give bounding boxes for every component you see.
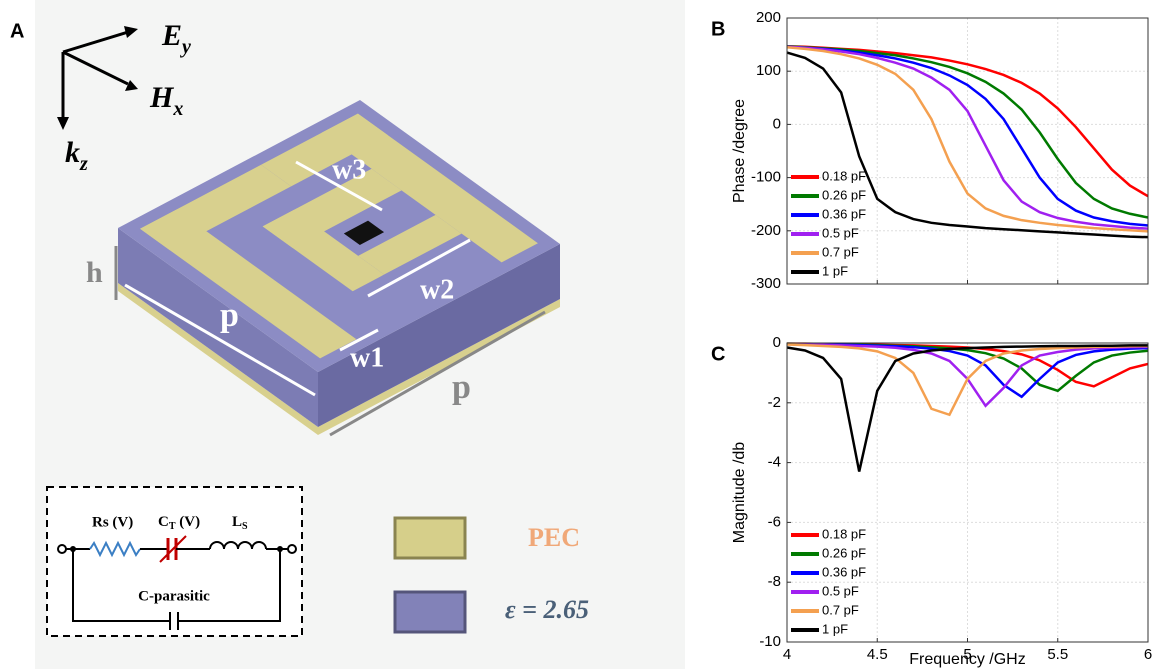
y-tick-label: 0 xyxy=(773,115,781,132)
legend-label: 1 pF xyxy=(822,621,848,636)
axis-main: E xyxy=(161,19,182,52)
dimension-label: p xyxy=(452,369,471,406)
x-tick-label: 4.5 xyxy=(867,646,888,663)
y-tick-label: 100 xyxy=(756,62,781,79)
y-tick-label: -2 xyxy=(768,394,781,411)
material-label: PEC xyxy=(528,523,580,552)
y-tick-label: 0 xyxy=(773,334,781,351)
material-label: ε = 2.65 xyxy=(505,595,589,624)
node xyxy=(70,546,76,552)
legend-label: 1 pF xyxy=(822,263,848,278)
label-main: L xyxy=(232,514,242,530)
circuit-label: C-parasitic xyxy=(138,588,210,604)
legend-label: 0.7 pF xyxy=(822,244,859,259)
legend-label: 0.5 pF xyxy=(822,225,859,240)
axis-main: H xyxy=(149,81,175,114)
dimension-label: p xyxy=(220,297,239,334)
material-swatch xyxy=(395,518,465,558)
material-swatch xyxy=(395,592,465,632)
dimension-label: h xyxy=(86,256,103,289)
y-tick-label: -4 xyxy=(768,454,781,471)
y-axis-label: Phase /degree xyxy=(731,99,748,203)
axis-sub: z xyxy=(79,153,88,175)
axis-main: k xyxy=(65,136,80,169)
label-tail: (V) xyxy=(176,514,201,530)
legend-label: 0.7 pF xyxy=(822,602,859,617)
legend-label: 0.5 pF xyxy=(822,583,859,598)
panel-label: B xyxy=(711,18,725,40)
x-tick-label: 5.5 xyxy=(1047,646,1068,663)
panel-label: C xyxy=(711,343,725,365)
y-tick-label: -8 xyxy=(768,573,781,590)
legend-label: 0.36 pF xyxy=(822,564,866,579)
figure: A Ey Hx kz w3 w2 w1 h p p xyxy=(0,0,1155,669)
y-tick-label: -6 xyxy=(768,513,781,530)
terminal xyxy=(58,545,66,553)
dimension-label: w1 xyxy=(350,342,384,373)
label-main: C xyxy=(158,514,169,530)
dimension-label: w2 xyxy=(420,274,454,305)
circuit-label: Rs (V) xyxy=(92,514,133,530)
legend-label: 0.18 pF xyxy=(822,168,866,183)
panel-label: A xyxy=(10,20,24,42)
terminal xyxy=(288,545,296,553)
y-axis-label: Magnitude /db xyxy=(731,442,748,544)
dimension-label: w3 xyxy=(332,154,366,185)
circuit-box xyxy=(47,487,302,636)
legend-label: 0.18 pF xyxy=(822,526,866,541)
y-tick-label: -300 xyxy=(751,275,781,292)
y-tick-label: -100 xyxy=(751,169,781,186)
x-tick-label: 4 xyxy=(783,646,791,663)
y-tick-label: 200 xyxy=(756,9,781,26)
y-tick-label: -200 xyxy=(751,222,781,239)
x-axis-label: Frequency /GHz xyxy=(909,651,1025,668)
label-sub: S xyxy=(242,521,248,532)
axis-sub: x xyxy=(172,98,183,120)
legend-label: 0.36 pF xyxy=(822,206,866,221)
y-tick-label: -10 xyxy=(759,633,781,650)
node xyxy=(277,546,283,552)
legend-label: 0.26 pF xyxy=(822,545,866,560)
axis-sub: y xyxy=(180,36,191,58)
x-tick-label: 6 xyxy=(1144,646,1152,663)
legend-label: 0.26 pF xyxy=(822,187,866,202)
circuit-label: CT (V) xyxy=(158,514,200,532)
